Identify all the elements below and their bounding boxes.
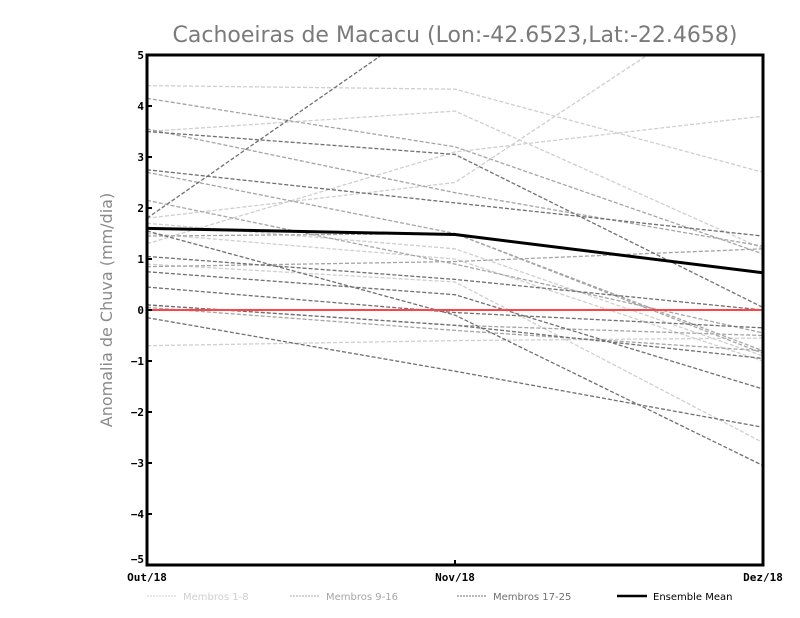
member-line-2-2 [147, 128, 763, 247]
member-line-2-5 [147, 248, 763, 268]
y-tick-label: −1 [131, 355, 145, 368]
legend-label: Membros 17-25 [493, 592, 571, 603]
y-ticks: −5 −4 −3 −2 −1 0 1 2 3 4 5 [131, 49, 152, 566]
member-line-3-2 [147, 130, 763, 309]
x-tick-label: Out/18 [127, 571, 167, 584]
y-tick-label: −2 [131, 406, 144, 419]
member-line-3-6 [147, 317, 763, 428]
member-line-3-8 [147, 286, 763, 329]
member-line-1-3 [147, 115, 763, 245]
ensemble-mean-line [146, 226, 764, 275]
y-tick-label: 0 [137, 304, 144, 317]
member-line-1-5 [147, 222, 763, 357]
member-line-3-7 [147, 230, 763, 467]
y-tick-label: −5 [131, 553, 144, 566]
legend-label: Membros 9-16 [326, 592, 398, 603]
legend: Membros 1-8 Membros 9-16 Membros 17-25 Ense… [147, 592, 732, 603]
member-line-2-8 [147, 306, 763, 352]
member-line-2-3 [147, 97, 763, 255]
legend-label: Ensemble Mean [653, 592, 732, 603]
member-line-1-1 [147, 84, 763, 173]
y-axis-label: Anomalia de Chuva (mm/dia) [97, 193, 116, 427]
y-tick-label: 1 [137, 253, 144, 266]
y-tick-label: 4 [137, 100, 144, 113]
x-tick-label: Nov/18 [435, 571, 475, 584]
member-line-1-2 [147, 110, 763, 250]
member-line-3-5 [147, 271, 763, 390]
chart-title: Cachoeiras de Macacu (Lon:-42.6523,Lat:-… [173, 23, 738, 48]
member-lines [147, 55, 763, 467]
y-tick-label: −4 [131, 508, 145, 521]
x-tick-label: Dez/18 [743, 571, 783, 584]
member-line-3-9 [147, 304, 763, 360]
member-line-3-3 [147, 169, 763, 237]
member-line-1-8 [147, 232, 763, 362]
y-tick-label: −3 [131, 457, 144, 470]
legend-label: Membros 1-8 [183, 592, 249, 603]
x-ticks: Out/18 Nov/18 Dez/18 [127, 560, 783, 584]
y-tick-label: 2 [137, 202, 144, 215]
member-line-1-4 [147, 55, 649, 219]
member-line-1-6 [147, 263, 763, 444]
member-line-3-4 [147, 255, 763, 311]
y-tick-label: 3 [137, 151, 144, 164]
member-line-1-7 [147, 337, 763, 347]
y-tick-label: 5 [137, 49, 144, 62]
